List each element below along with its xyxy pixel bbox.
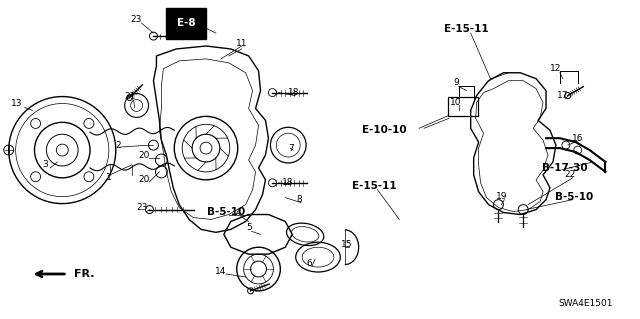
Text: 9: 9 xyxy=(453,78,459,87)
Text: E-15-11: E-15-11 xyxy=(444,24,489,34)
Text: 11: 11 xyxy=(236,39,248,48)
Text: B-5-10: B-5-10 xyxy=(555,192,593,202)
Text: B-17-30: B-17-30 xyxy=(542,163,588,173)
Text: 18: 18 xyxy=(282,178,293,187)
Text: E-8: E-8 xyxy=(177,18,195,28)
Text: 6: 6 xyxy=(306,259,312,268)
Text: 4: 4 xyxy=(236,208,241,217)
Text: 21: 21 xyxy=(124,92,135,101)
Text: B-5-10: B-5-10 xyxy=(207,206,245,217)
Text: E-8: E-8 xyxy=(177,18,195,28)
Text: 15: 15 xyxy=(341,240,353,249)
Text: 10: 10 xyxy=(450,98,461,107)
Text: 23: 23 xyxy=(136,203,147,212)
Text: 2: 2 xyxy=(115,141,120,150)
Text: 20: 20 xyxy=(138,175,149,184)
Text: 12: 12 xyxy=(550,64,562,73)
Text: 16: 16 xyxy=(572,134,584,143)
Text: 5: 5 xyxy=(247,223,253,232)
Text: E-8: E-8 xyxy=(177,18,195,28)
Text: 17: 17 xyxy=(557,91,568,100)
Text: 14: 14 xyxy=(215,266,227,276)
Text: 22: 22 xyxy=(564,170,575,179)
Text: 13: 13 xyxy=(11,99,22,108)
Text: 23: 23 xyxy=(130,15,141,24)
Text: 18: 18 xyxy=(287,88,299,97)
Text: E-15-11: E-15-11 xyxy=(352,181,397,191)
Text: 19: 19 xyxy=(495,192,507,201)
Text: 7: 7 xyxy=(289,144,294,152)
Text: FR.: FR. xyxy=(74,269,95,279)
Text: 1: 1 xyxy=(106,173,112,182)
Text: 8: 8 xyxy=(296,195,302,204)
Text: SWA4E1501: SWA4E1501 xyxy=(558,299,612,308)
Text: 3: 3 xyxy=(42,160,48,169)
Text: 20: 20 xyxy=(138,151,149,160)
Text: E-10-10: E-10-10 xyxy=(362,125,407,135)
